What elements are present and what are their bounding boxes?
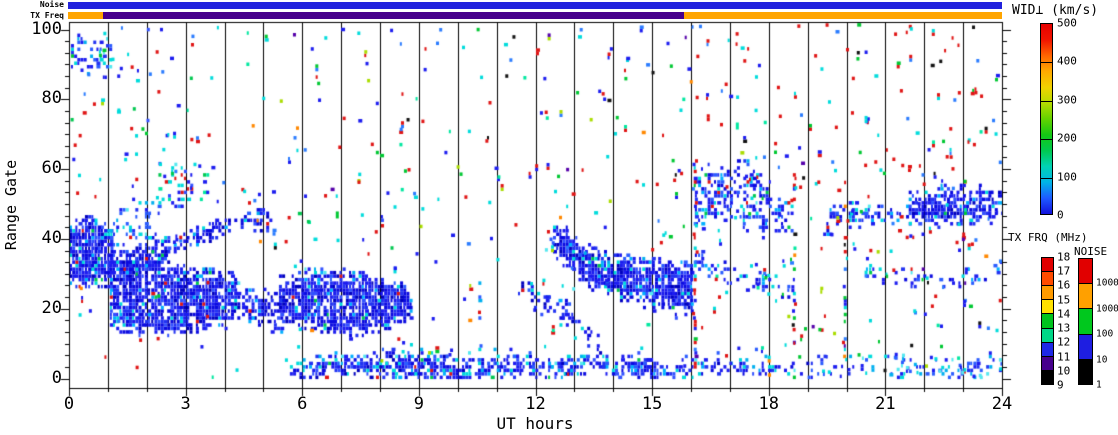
x-tick-label: 9 (413, 394, 424, 414)
wid-colorbar (1040, 23, 1053, 215)
txfreq-annotation-bar (68, 12, 1002, 19)
y-tick-label: 0 (51, 367, 62, 388)
txfrq-colorbar-tick-label: 13 (1057, 321, 1071, 335)
x-tick-label: 3 (180, 394, 191, 414)
noise-colorbar-tick-label: 100 (1096, 328, 1114, 340)
noise-colorbar-segment (1079, 259, 1092, 285)
wid-colorbar-tick-label: 200 (1057, 131, 1077, 145)
txfreq-annotation-label: TX Freq (30, 11, 64, 20)
x-tick-label: 0 (63, 394, 75, 414)
txfrq-colorbar-segment (1042, 286, 1053, 301)
wid-colorbar-tick-label: 100 (1057, 170, 1077, 184)
annotation-bar-segment (683, 12, 1002, 19)
annotation-bar-segment (68, 2, 1002, 9)
y-tick-label: 60 (41, 158, 62, 179)
txfrq-legend-title: TX FRQ (MHz) (1008, 231, 1088, 244)
noise-colorbar-tick-label: 10000 (1096, 277, 1118, 289)
wid-colorbar-tickline (1041, 139, 1052, 141)
noise-annotation-label: Noise (39, 0, 64, 9)
txfrq-colorbar-segment (1042, 300, 1053, 315)
noise-colorbar-segment (1079, 284, 1092, 310)
txfrq-colorbar-tick-label: 12 (1057, 335, 1071, 349)
noise-annotation-bar (68, 2, 1002, 9)
x-tick-label: 18 (758, 394, 779, 414)
wid-colorbar-tick-label: 500 (1057, 16, 1077, 30)
y-tick-label: 100 (31, 18, 62, 39)
noise-colorbar (1078, 258, 1093, 385)
y-axis-title: Range Gate (2, 159, 20, 251)
txfrq-colorbar-tick-label: 16 (1057, 278, 1071, 292)
annotation-bar-segment (103, 12, 684, 19)
annotation-bar-segment (68, 12, 104, 19)
wid-colorbar-tickline (1041, 62, 1052, 64)
x-tick-label: 24 (991, 394, 1013, 414)
noise-legend-title: NOISE (1074, 245, 1108, 258)
txfrq-colorbar-segment (1042, 370, 1053, 384)
txfrq-colorbar-tick-label: 15 (1057, 293, 1071, 307)
txfrq-colorbar-segment (1042, 328, 1053, 343)
noise-colorbar-segment (1079, 334, 1092, 360)
x-tick-label: 15 (641, 394, 663, 414)
wid-colorbar-tick-label: 0 (1057, 208, 1064, 222)
wid-legend-title: WID⊥ (km/s) (1012, 3, 1099, 18)
noise-colorbar-segment (1079, 309, 1092, 335)
txfrq-colorbar-tick-label: 11 (1057, 350, 1071, 364)
x-axis-title: UT hours (496, 414, 574, 433)
y-tick-label: 80 (41, 88, 62, 109)
txfrq-colorbar-tick-label: 9 (1057, 378, 1064, 392)
txfrq-colorbar-tick-label: 17 (1057, 264, 1071, 278)
noise-colorbar-tick-label: 1000 (1096, 303, 1118, 315)
noise-colorbar-tick-label: 1 (1096, 379, 1102, 391)
txfrq-colorbar-segment (1042, 272, 1053, 287)
txfrq-colorbar (1041, 257, 1054, 385)
x-tick-label: 6 (297, 394, 308, 414)
wid-colorbar-tick-label: 400 (1057, 54, 1077, 68)
y-tick-label: 40 (41, 227, 62, 248)
txfrq-colorbar-segment (1042, 356, 1053, 371)
wid-colorbar-tickline (1041, 177, 1052, 179)
noise-colorbar-segment (1079, 359, 1092, 385)
txfrq-colorbar-tick-label: 18 (1057, 250, 1071, 264)
x-tick-label: 21 (875, 394, 896, 414)
txfrq-colorbar-segment (1042, 314, 1053, 329)
noise-colorbar-tick-label: 10 (1096, 354, 1108, 366)
txfrq-colorbar-tick-label: 10 (1057, 364, 1071, 378)
txfrq-colorbar-segment (1042, 342, 1053, 357)
x-tick-label: 12 (525, 394, 546, 414)
txfrq-colorbar-segment (1042, 258, 1053, 273)
y-tick-label: 20 (41, 297, 62, 318)
wid-colorbar-tickline (1041, 100, 1052, 102)
txfrq-colorbar-tick-label: 14 (1057, 307, 1071, 321)
wid-colorbar-tick-label: 300 (1057, 93, 1077, 107)
